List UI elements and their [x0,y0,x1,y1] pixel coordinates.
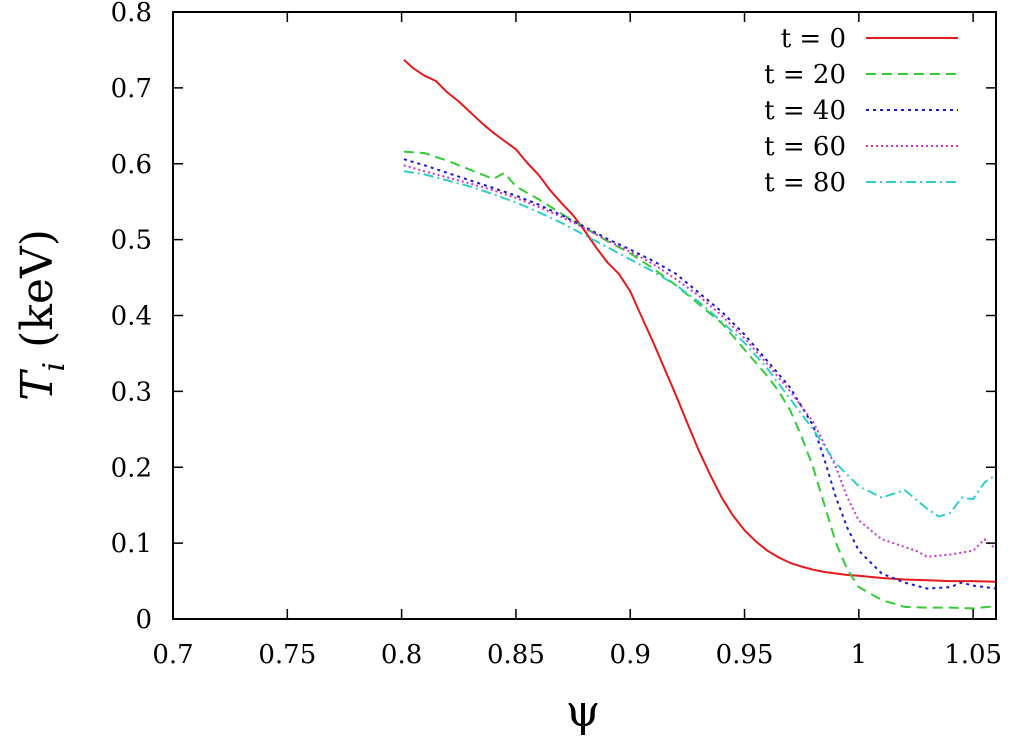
y-axis-title-unit: (keV) [12,229,63,348]
legend-label-1: t = 20 [764,60,846,90]
legend-label-3: t = 60 [764,132,846,162]
x-tick-label: 0.85 [487,640,545,670]
series-layer [403,59,996,610]
y-tick-label: 0.1 [111,529,152,559]
x-tick-label: 1.05 [944,640,1002,670]
x-tick-label: 1 [851,640,868,670]
x-axis-title: ψ [566,686,601,737]
x-tick-label: 0.8 [381,640,422,670]
y-tick-label: 0.5 [111,226,152,256]
series-line-0 [403,59,996,583]
series-line-4 [403,170,996,518]
legend-label-2: t = 40 [764,96,846,126]
series-line-2 [403,158,996,590]
y-axis-title-subscript: i [37,362,72,372]
y-tick-label: 0 [135,605,152,635]
y-axis-title: Ti (keV) [12,229,72,401]
legend-label-0: t = 0 [781,24,846,54]
y-tick-label: 0.8 [111,0,152,28]
y-tick-label: 0.4 [111,302,152,332]
x-tick-label: 0.9 [610,640,651,670]
x-tick-label: 0.7 [152,640,193,670]
y-tick-label: 0.3 [111,377,152,407]
y-tick-label: 0.2 [111,453,152,483]
y-axis-title-symbol: T [12,368,63,401]
y-tick-label: 0.7 [111,74,152,104]
legend: t = 0 t = 20 t = 40 t = 60 t = 80 [764,24,958,198]
y-tick-label: 0.6 [111,150,152,180]
x-tick-label: 0.95 [716,640,774,670]
x-tick-label: 0.75 [258,640,316,670]
series-line-1 [403,150,996,610]
ticks-layer: 0.7 0.75 0.8 0.85 0.9 0.95 1 1.05 0 0.1 0.2 0.3 0.4 0… [111,0,1002,670]
plot-frame [172,11,997,620]
series-line-3 [403,164,996,558]
legend-label-4: t = 80 [764,168,846,198]
